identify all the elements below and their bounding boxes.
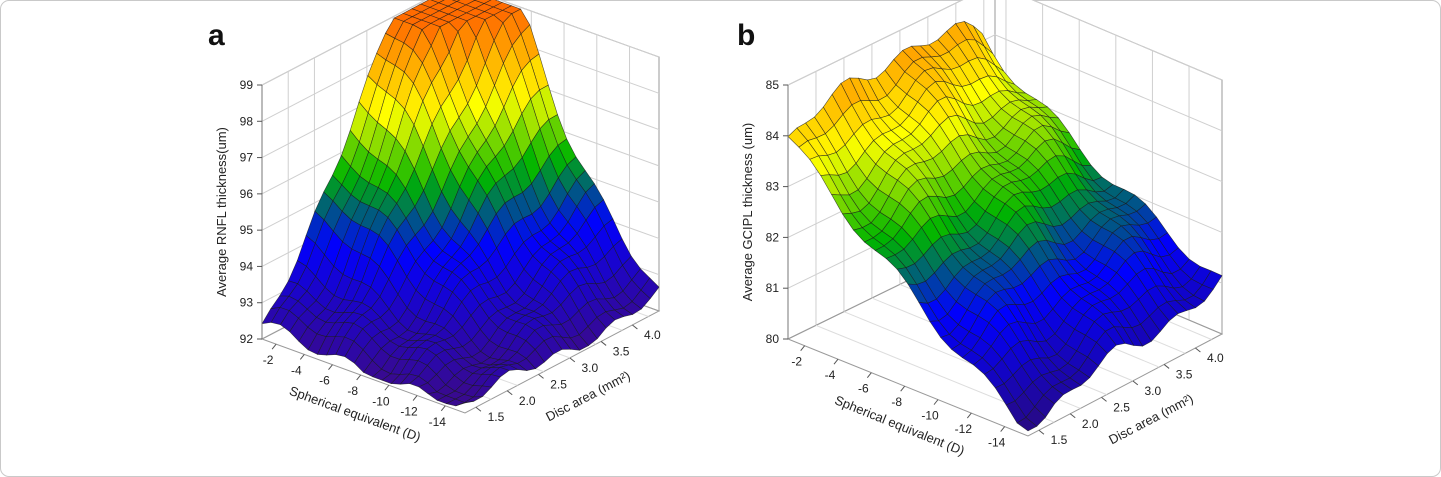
z-tick-label: 96 bbox=[240, 187, 254, 201]
panel-letter: b bbox=[737, 19, 755, 52]
x-tick bbox=[328, 364, 333, 371]
surface-patch bbox=[1016, 417, 1038, 432]
x-tick bbox=[1000, 426, 1006, 432]
y-tick-label: 4.0 bbox=[644, 328, 661, 342]
x-tick bbox=[866, 372, 872, 378]
x-tick bbox=[933, 399, 939, 405]
y-tick bbox=[538, 373, 544, 379]
z-tick-label: 92 bbox=[240, 332, 254, 346]
y-tick bbox=[632, 324, 638, 330]
z-tick-label: 84 bbox=[766, 129, 780, 143]
y-tick-label: 4.0 bbox=[1207, 351, 1224, 365]
panel-b: 80 81 82 83 84 85 -2 -4 -6 -8 -10 -12 -14 1.5 2.0 2.5 3.… bbox=[737, 0, 1224, 458]
y-tick bbox=[506, 390, 513, 396]
y-tick-label: 2.5 bbox=[550, 377, 567, 391]
z-tick-label: 83 bbox=[766, 180, 780, 194]
y-tick-label: 2.0 bbox=[519, 394, 536, 408]
x-tick bbox=[271, 343, 277, 350]
x-tick bbox=[440, 405, 446, 412]
x-tick bbox=[299, 354, 305, 360]
z-gridline bbox=[787, 0, 1223, 86]
x-tick bbox=[412, 395, 418, 401]
x-tick-label: -4 bbox=[291, 363, 302, 377]
z-tick-label: 82 bbox=[766, 230, 780, 244]
z-tick-label: 80 bbox=[766, 332, 780, 346]
y-tick bbox=[1163, 364, 1170, 369]
x-tick-label: -6 bbox=[319, 374, 330, 388]
x-tick bbox=[966, 412, 972, 419]
x-tick-label: -14 bbox=[429, 415, 447, 429]
z-tick-label: 85 bbox=[766, 78, 780, 92]
panel-b-surface bbox=[787, 20, 1223, 432]
panel-a-surface bbox=[261, 0, 660, 407]
x-tick-label: -10 bbox=[372, 394, 390, 408]
x-tick-label: -2 bbox=[263, 353, 274, 367]
y-tick-label: 3.0 bbox=[1144, 384, 1161, 398]
z-tick-label: 81 bbox=[766, 281, 780, 295]
y-tick-label: 1.5 bbox=[488, 410, 505, 424]
y-tick bbox=[1069, 413, 1076, 419]
y-tick bbox=[1132, 380, 1139, 386]
x-tick-label: -8 bbox=[347, 384, 358, 398]
y-tick-label: 2.0 bbox=[1082, 417, 1099, 431]
x-tick-label: -4 bbox=[825, 368, 836, 382]
panel-letter: a bbox=[208, 19, 225, 52]
y-tick bbox=[569, 357, 576, 363]
y-axis-label: Disc area (mm²) bbox=[1106, 391, 1195, 448]
surface-patch bbox=[455, 401, 474, 407]
z-tick-label: 99 bbox=[240, 78, 254, 92]
y-tick-label: 3.5 bbox=[613, 344, 630, 358]
y-tick bbox=[600, 341, 607, 346]
y-tick-label: 1.5 bbox=[1051, 433, 1068, 447]
y-axis-label: Disc area (mm²) bbox=[543, 368, 632, 425]
x-tick bbox=[384, 384, 390, 391]
z-gridline bbox=[261, 0, 660, 86]
x-tick-label: -8 bbox=[891, 395, 902, 409]
x-tick bbox=[800, 345, 806, 352]
x-tick-label: -6 bbox=[858, 382, 869, 396]
y-tick bbox=[1038, 429, 1045, 435]
z-axis-label: Average GCIPL thickness (um) bbox=[740, 123, 755, 301]
x-tick-label: -12 bbox=[400, 405, 418, 419]
panel-a: 92 93 94 95 96 97 98 99 -2 -4 -6 -8 -10 -12 -14 1.5 2.0 2… bbox=[208, 0, 661, 445]
z-tick-label: 93 bbox=[240, 296, 254, 310]
x-tick-label: -12 bbox=[955, 422, 973, 436]
z-tick-label: 95 bbox=[240, 223, 254, 237]
x-tick bbox=[356, 374, 362, 381]
x-tick-label: -10 bbox=[921, 409, 939, 423]
z-tick-label: 94 bbox=[240, 259, 254, 273]
z-tick-label: 98 bbox=[240, 114, 254, 128]
y-tick-label: 3.0 bbox=[581, 361, 598, 375]
x-tick bbox=[900, 385, 906, 392]
y-tick bbox=[1101, 396, 1107, 402]
y-tick bbox=[475, 406, 482, 412]
z-axis-label: Average RNFL thickness(um) bbox=[214, 127, 229, 297]
x-tick-label: -14 bbox=[988, 436, 1006, 450]
y-tick bbox=[1195, 347, 1201, 353]
x-tick bbox=[833, 358, 839, 365]
x-tick-label: -2 bbox=[791, 355, 802, 369]
z-tick-label: 97 bbox=[240, 151, 254, 165]
y-tick-label: 2.5 bbox=[1113, 400, 1130, 414]
y-tick-label: 3.5 bbox=[1176, 367, 1193, 381]
